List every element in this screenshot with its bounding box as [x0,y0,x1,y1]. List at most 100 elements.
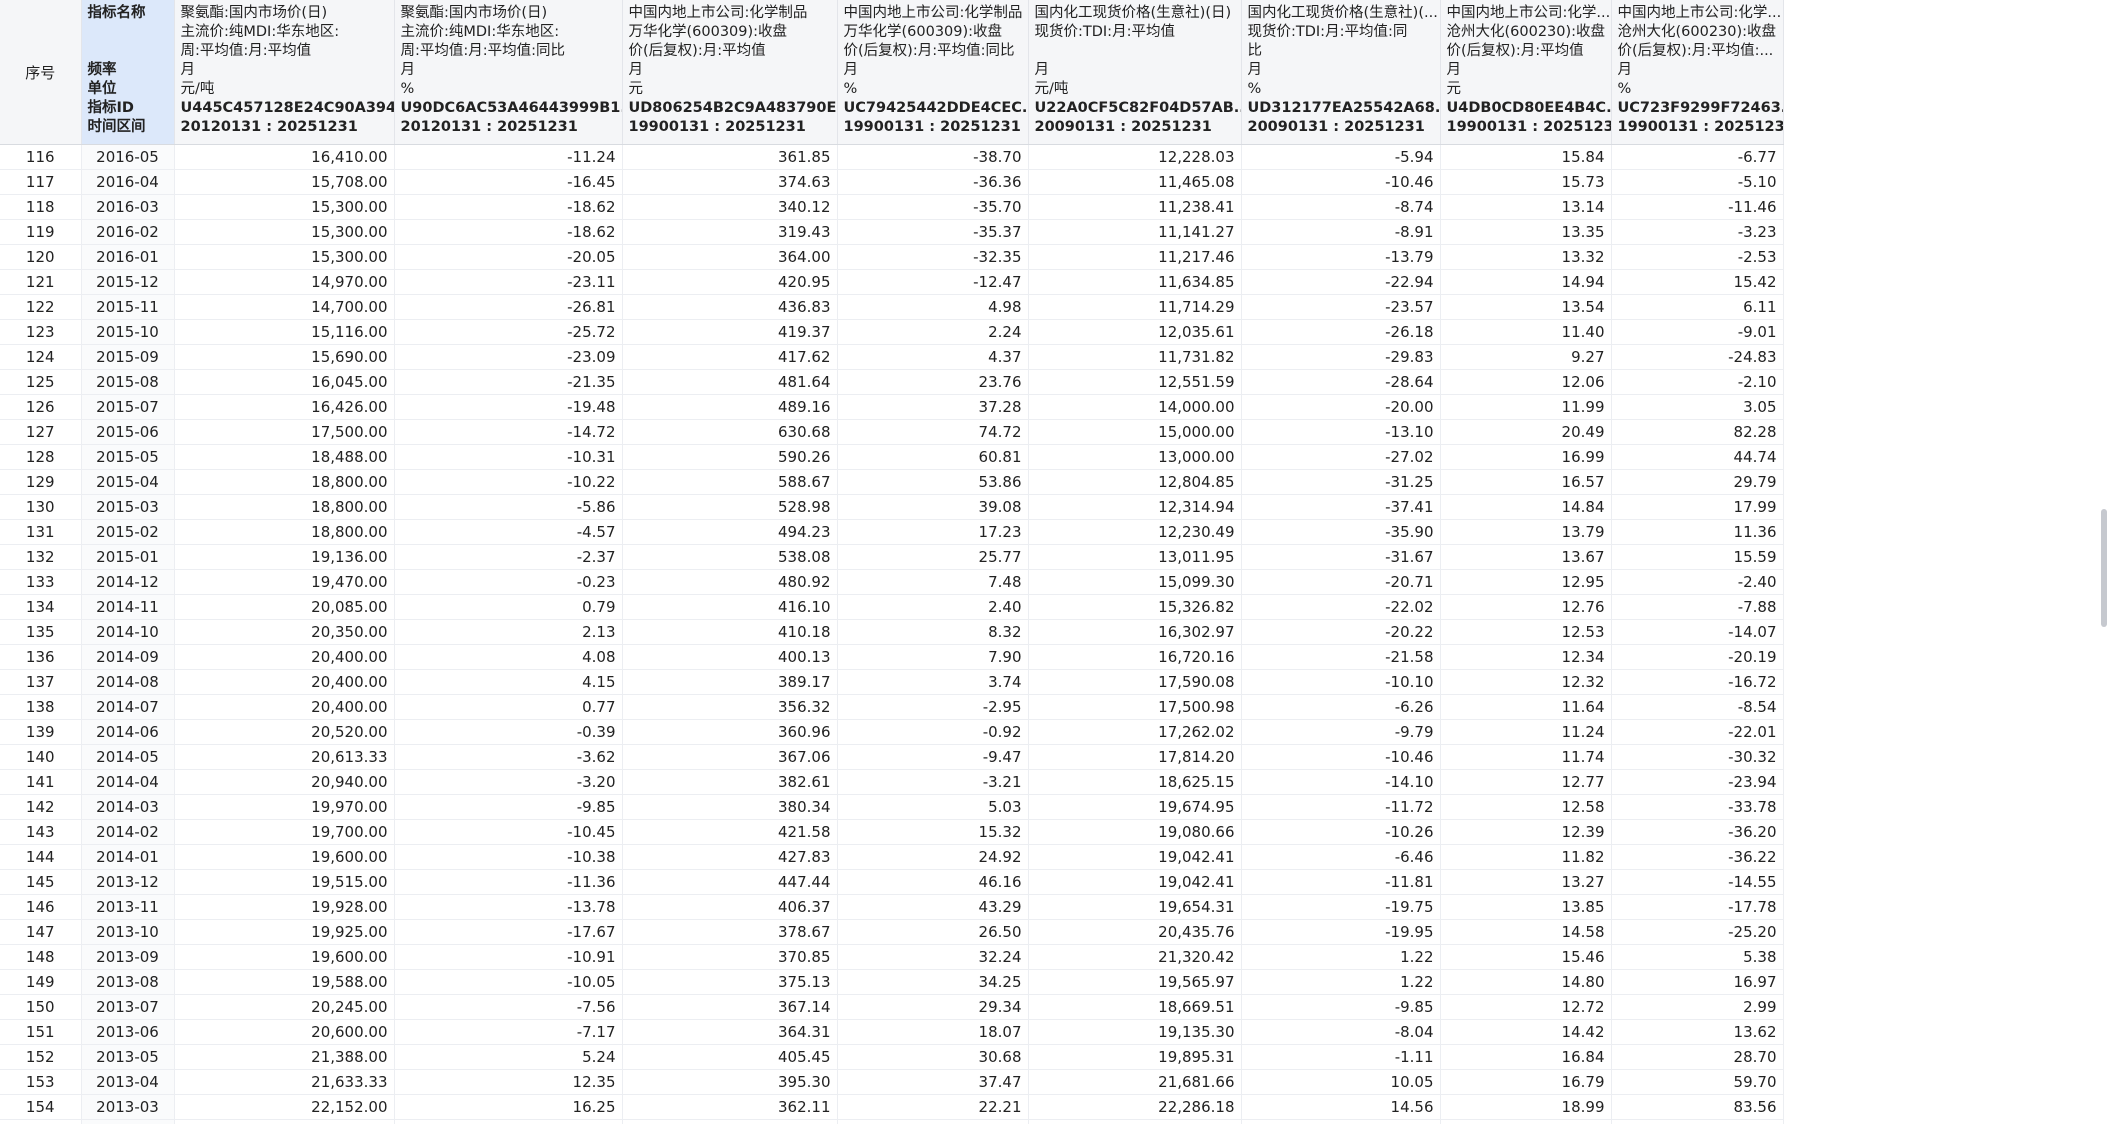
scrollbar-thumb[interactable] [2101,509,2107,627]
value-cell: 12,314.94 [1028,494,1242,520]
date-cell: 2015-09 [81,344,175,370]
value-cell: -11.81 [1241,869,1441,895]
value-cell: 20.49 [1440,419,1612,445]
value-cell: 4.08 [394,644,623,670]
date-cell: 2015-02 [81,519,175,545]
unit: 元 [628,81,644,97]
value-cell: 22,286.18 [1028,1094,1242,1120]
table-row: 121 2015-12 14,970.00 -23.11 420.95 -12.47 11,… [0,269,1784,295]
value-cell: 11,141.27 [1028,219,1242,245]
value-cell: 19,470.00 [174,569,395,595]
value-cell: 16.97 [1611,969,1784,995]
value-cell: 16,426.00 [174,394,395,420]
value-cell: -6.46 [1241,844,1441,870]
row-index: 116 [0,144,82,170]
value-cell: 447.44 [622,869,838,895]
value-cell: 21,633.33 [174,1069,395,1095]
value-cell: 19,600.00 [174,844,395,870]
indicator-name: 万华化学(600309):收盘 [843,24,1003,40]
value-cell: -2.10 [1611,369,1784,395]
value-cell: 39.08 [837,494,1029,520]
table-row: 126 2015-07 16,426.00 -19.48 489.16 37.28 14,0… [0,394,1784,420]
value-cell: 17.23 [837,519,1029,545]
value-cell: 14,970.00 [174,269,395,295]
value-cell: 481.64 [622,369,838,395]
column-header: 国内化工现货价格(生意社)(日) 现货价:TDI:月:平均值月元/吨 U22A0CF… [1028,0,1242,145]
value-cell: 2.24 [837,319,1029,345]
value-cell: 32.24 [837,944,1029,970]
indicator-name: 现货价:TDI:月:平均值:同 [1247,24,1408,40]
value-cell: 18,625.15 [1028,769,1242,795]
value-cell: 60.81 [837,444,1029,470]
date-cell: 2013-12 [81,869,175,895]
value-cell: 15,300.00 [174,244,395,270]
date-cell: 2015-12 [81,269,175,295]
value-cell: 380.34 [622,794,838,820]
table-row: 137 2014-08 20,400.00 4.15 389.17 3.74 17,590.… [0,669,1784,695]
time-range: 20090131 : 20251231 [1034,119,1212,135]
table-row: 148 2013-09 19,600.00 -10.91 370.85 32.24 21,3… [0,944,1784,970]
date-cell: 2015-08 [81,369,175,395]
value-cell: 12,551.59 [1028,369,1242,395]
value-cell: 15,099.30 [1028,569,1242,595]
value-cell: 16,045.00 [174,369,395,395]
value-cell: 11,238.41 [1028,194,1242,220]
row-index: 117 [0,169,82,195]
table-row: 116 2016-05 16,410.00 -11.24 361.85 -38.70 12,… [0,144,1784,170]
table-row: 138 2014-07 20,400.00 0.77 356.32 -2.95 17,500… [0,694,1784,720]
indicator-name: 现货价:TDI:月:平均值 [1034,24,1175,40]
value-cell: 2.99 [1611,994,1784,1020]
value-cell: 19,042.41 [1028,869,1242,895]
value-cell: -9.85 [394,794,623,820]
spacer [1035,42,1235,61]
table-row: 147 2013-10 19,925.00 -17.67 378.67 26.50 20,4… [0,919,1784,945]
value-cell: -10.46 [1241,744,1441,770]
index-header: 序号 [0,0,82,145]
value-cell: 494.23 [622,519,838,545]
value-cell: 28.70 [1611,1044,1784,1070]
row-index: 123 [0,319,82,345]
value-cell: 2.40 [837,594,1029,620]
value-cell: -10.22 [394,469,623,495]
indicator-id: UD806254B2C9A483790E... [628,100,837,116]
value-cell: 26.50 [837,919,1029,945]
table-row: 133 2014-12 19,470.00 -0.23 480.92 7.48 15,099… [0,569,1784,595]
indicator-name: 沧州大化(600230):收盘 [1446,24,1606,40]
value-cell: 20,940.00 [174,769,395,795]
value-cell: 43.29 [837,894,1029,920]
value-cell: 319.43 [622,219,838,245]
value-cell: 46.16 [837,869,1029,895]
value-cell: -22.02 [1241,594,1441,620]
value-cell: -4.57 [394,519,623,545]
value-cell: -10.26 [1241,819,1441,845]
date-cell: 2016-02 [81,219,175,245]
table-row: 130 2015-03 18,800.00 -5.86 528.98 39.08 12,31… [0,494,1784,520]
value-cell: -14.72 [394,419,623,445]
column-header: 中国内地上市公司:化学... 沧州大化(600230):收盘 价(后复权):月:平均… [1440,0,1612,145]
value-cell: -14.55 [1611,869,1784,895]
value-cell: 18.07 [837,1019,1029,1045]
value-cell: -35.70 [837,194,1029,220]
table-row: 127 2015-06 17,500.00 -14.72 630.68 74.72 15,0… [0,419,1784,445]
frequency: 月 [400,62,416,78]
value-cell: 356.32 [622,694,838,720]
value-cell: 53.86 [837,469,1029,495]
value-cell: 19,895.31 [1028,1044,1242,1070]
date-cell: 2013-03 [81,1094,175,1120]
indicator-id: U445C457128E24C90A394... [180,100,394,116]
table-row: 142 2014-03 19,970.00 -9.85 380.34 5.03 19,674… [0,794,1784,820]
frequency: 月 [180,62,196,78]
table-row: 123 2015-10 15,116.00 -25.72 419.37 2.24 12,03… [0,319,1784,345]
value-cell: 364.00 [622,244,838,270]
value-cell: 365.58 [622,1119,838,1124]
value-cell: 12,228.03 [1028,144,1242,170]
value-cell: -3.23 [1611,219,1784,245]
date-cell: 2014-03 [81,794,175,820]
value-cell: -9.85 [1241,994,1441,1020]
label: 单位 [87,81,117,97]
value-cell: 427.83 [622,844,838,870]
indicator-name: 聚氨酯:国内市场价(日) [400,5,548,21]
column-header: 中国内地上市公司:化学... 沧州大化(600230):收盘 价(后复权):月:平均… [1611,0,1784,145]
table-row: 129 2015-04 18,800.00 -10.22 588.67 53.86 12,8… [0,469,1784,495]
value-cell: 590.26 [622,444,838,470]
